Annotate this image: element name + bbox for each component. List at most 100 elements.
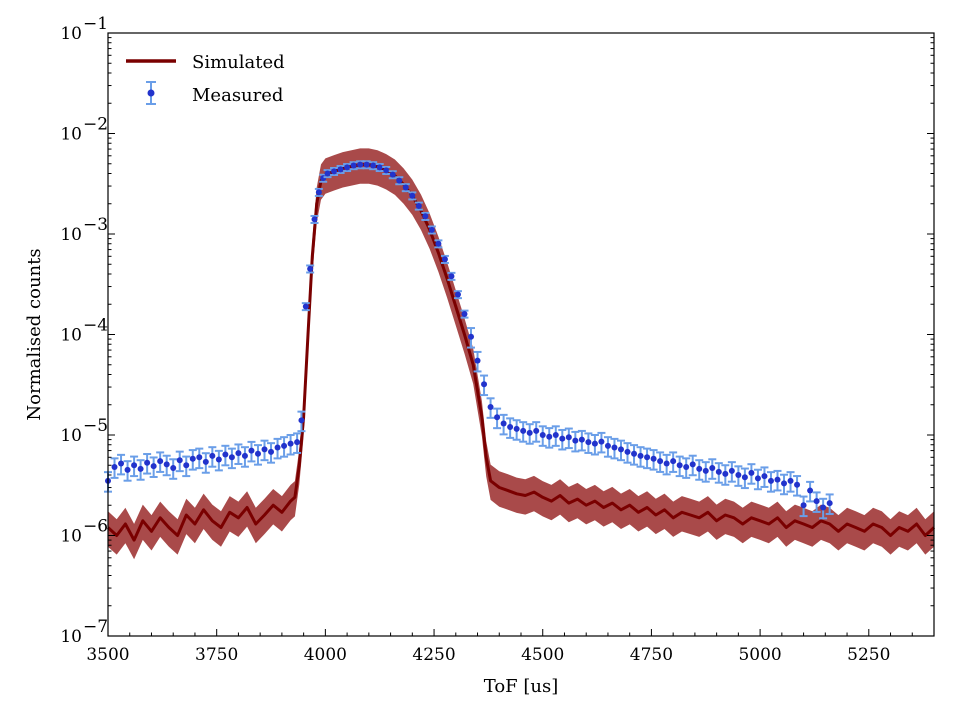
measured-point — [306, 264, 315, 274]
measured-point — [162, 454, 171, 477]
measured-point — [734, 465, 743, 487]
measured-point — [143, 453, 152, 475]
measured-marker — [481, 381, 488, 388]
measured-point — [766, 471, 775, 493]
measured-point — [486, 397, 495, 419]
legend-marker — [147, 89, 155, 97]
measured-point — [525, 423, 534, 445]
measured-point — [414, 201, 423, 211]
measured-point — [558, 428, 567, 451]
measured-point — [630, 444, 639, 466]
measured-point — [369, 161, 378, 171]
y-tick-exponent: −4 — [83, 316, 108, 336]
measured-marker — [209, 452, 216, 459]
measured-marker — [487, 403, 494, 410]
measured-point — [675, 455, 684, 478]
measured-point — [460, 309, 469, 319]
measured-marker — [709, 464, 716, 471]
measured-marker — [183, 462, 190, 469]
measured-marker — [650, 455, 657, 462]
measured-point — [247, 440, 256, 463]
measured-marker — [539, 432, 546, 438]
measured-point — [662, 453, 671, 476]
measured-marker — [228, 454, 235, 461]
measured-point — [297, 410, 306, 433]
measured-marker — [722, 470, 729, 477]
measured-point — [649, 449, 658, 471]
measured-marker — [422, 213, 429, 220]
measured-point — [506, 417, 515, 439]
measured-marker — [761, 473, 768, 480]
measured-point — [227, 447, 236, 470]
measured-marker — [287, 440, 294, 447]
measured-point — [323, 169, 332, 179]
measured-marker — [774, 476, 781, 483]
measured-point — [473, 350, 482, 373]
measured-marker — [813, 498, 820, 505]
measured-marker — [552, 432, 559, 438]
measured-marker — [118, 460, 125, 467]
measured-point — [214, 449, 223, 472]
y-axis-title: Normalised counts — [24, 248, 45, 420]
measured-marker — [144, 459, 151, 466]
y-tick-exponent: −2 — [83, 115, 108, 135]
measured-marker — [124, 466, 131, 473]
measured-point — [343, 163, 352, 173]
measured-point — [551, 425, 560, 447]
measured-point — [688, 454, 697, 477]
measured-marker — [268, 448, 275, 455]
measured-marker — [604, 442, 611, 449]
measured-marker — [248, 447, 255, 454]
y-tick-label: 10 — [60, 24, 82, 44]
measured-marker — [702, 467, 709, 474]
measured-marker — [376, 164, 383, 171]
measured-point — [130, 455, 139, 478]
measured-marker — [533, 427, 540, 434]
measured-point — [169, 458, 178, 480]
x-tick-label: 4500 — [521, 645, 564, 665]
measured-point — [240, 446, 249, 468]
measured-point — [467, 327, 476, 349]
measured-point — [695, 459, 704, 481]
legend-measured-swatch — [146, 81, 156, 105]
x-axis-title: ToF [us] — [484, 676, 559, 697]
measured-marker — [370, 162, 377, 169]
measured-point — [208, 446, 217, 468]
measured-marker — [357, 161, 364, 168]
measured-point — [499, 413, 508, 436]
measured-marker — [294, 439, 301, 446]
measured-point — [610, 437, 619, 460]
measured-marker — [767, 477, 774, 484]
measured-marker — [663, 460, 670, 467]
measured-marker — [409, 192, 416, 199]
measured-marker — [222, 451, 229, 458]
measured-marker — [324, 170, 331, 177]
measured-point — [780, 473, 789, 496]
measured-point — [577, 429, 586, 452]
measured-point — [656, 451, 665, 473]
legend-simulated-label: Simulated — [192, 52, 285, 73]
measured-marker — [559, 435, 566, 442]
measured-marker — [163, 461, 170, 468]
measured-point — [201, 452, 210, 474]
measured-marker — [241, 452, 248, 459]
measured-marker — [565, 434, 572, 441]
measured-point — [545, 427, 554, 449]
measured-point — [280, 436, 289, 458]
measured-marker — [261, 446, 268, 453]
measured-point — [623, 442, 632, 464]
measured-marker — [826, 500, 833, 507]
y-tick-label: 10 — [60, 627, 82, 647]
measured-marker — [137, 465, 144, 472]
x-tick-label: 3500 — [86, 645, 129, 665]
measured-marker — [302, 303, 309, 310]
x-tick-label: 4000 — [304, 645, 347, 665]
measured-point — [149, 456, 158, 478]
measured-marker — [281, 442, 288, 449]
measured-point — [786, 471, 795, 493]
measured-point — [603, 436, 612, 458]
measured-marker — [611, 444, 618, 451]
measured-point — [616, 439, 625, 462]
measured-point — [747, 463, 756, 485]
